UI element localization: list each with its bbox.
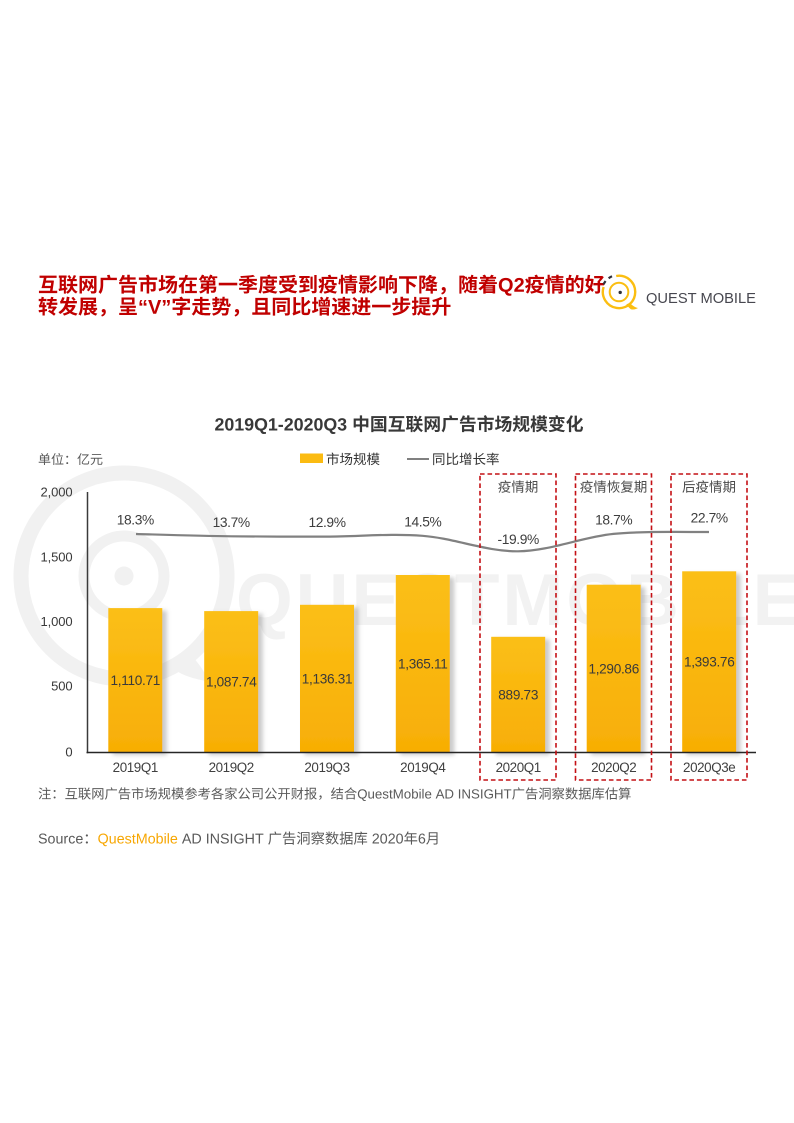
- svg-text:1,290.86: 1,290.86: [588, 661, 639, 676]
- svg-text:22.7%: 22.7%: [691, 511, 728, 526]
- svg-text:1,087.74: 1,087.74: [206, 675, 257, 690]
- svg-text:1,110.71: 1,110.71: [111, 673, 161, 688]
- svg-text:1,365.11: 1,365.11: [398, 657, 448, 672]
- svg-text:889.73: 889.73: [498, 687, 538, 702]
- svg-text:2,000: 2,000: [40, 485, 72, 500]
- svg-text:1,393.76: 1,393.76: [684, 655, 735, 670]
- svg-text:18.7%: 18.7%: [595, 512, 632, 527]
- svg-text:-19.9%: -19.9%: [498, 532, 539, 547]
- svg-text:18.3%: 18.3%: [117, 513, 154, 528]
- svg-text:2019Q1: 2019Q1: [113, 760, 158, 775]
- svg-text:13.7%: 13.7%: [213, 515, 250, 530]
- svg-text:2019Q2: 2019Q2: [209, 760, 254, 775]
- svg-text:500: 500: [51, 679, 72, 694]
- svg-text:0: 0: [65, 745, 72, 760]
- svg-text:2020Q1: 2020Q1: [496, 760, 541, 775]
- svg-text:1,500: 1,500: [40, 550, 72, 565]
- svg-text:1,136.31: 1,136.31: [302, 671, 353, 686]
- svg-text:2019Q4: 2019Q4: [400, 760, 446, 775]
- svg-text:1,000: 1,000: [40, 614, 72, 629]
- svg-text:2020Q3e: 2020Q3e: [683, 760, 735, 775]
- svg-text:14.5%: 14.5%: [404, 514, 441, 529]
- svg-text:2020Q2: 2020Q2: [591, 760, 636, 775]
- svg-text:QUEST MOBILE: QUEST MOBILE: [646, 291, 756, 307]
- svg-text:2019Q3: 2019Q3: [304, 760, 349, 775]
- svg-text:12.9%: 12.9%: [308, 515, 345, 530]
